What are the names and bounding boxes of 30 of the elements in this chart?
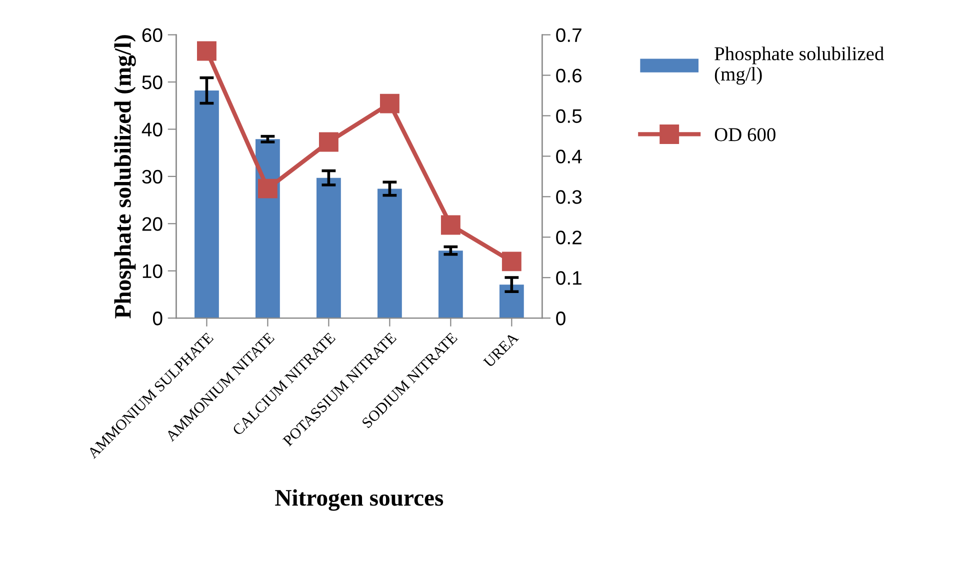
point [502, 252, 522, 272]
y2-tick-label: 0 [556, 312, 566, 326]
y-tick-label: 40 [142, 122, 162, 136]
bar [377, 188, 402, 318]
bar [438, 250, 463, 318]
bar [316, 178, 341, 318]
y2-tick-label: 0.1 [556, 271, 582, 285]
bar [499, 284, 524, 318]
y-tick-label: 30 [142, 170, 162, 184]
bar [194, 90, 219, 318]
y-tick-label: 20 [142, 217, 162, 231]
legend-label: Phosphate solubilized (mg/l) [714, 46, 884, 85]
point [440, 215, 460, 235]
point [318, 132, 338, 152]
point [197, 41, 216, 61]
y2-tick-label: 0.2 [556, 230, 582, 244]
y-tick-label: 60 [142, 28, 162, 42]
y-tick-label: 0 [152, 312, 162, 326]
x-axis-title: Nitrogen sources [275, 489, 444, 511]
y-tick-label: 10 [142, 264, 162, 278]
y2-tick-label: 0.3 [556, 190, 582, 204]
point [380, 94, 400, 114]
y2-tick-label: 0.4 [556, 150, 582, 164]
y2-tick-label: 0.7 [556, 28, 582, 42]
y-axis-title: Phosphate solubilized (mg/l) [114, 35, 136, 318]
y2-tick-label: 0.5 [556, 109, 582, 123]
legend-label: OD 600 [714, 128, 776, 142]
y-tick-label: 50 [142, 75, 162, 90]
point [258, 178, 278, 198]
y2-tick-label: 0.6 [556, 68, 582, 82]
